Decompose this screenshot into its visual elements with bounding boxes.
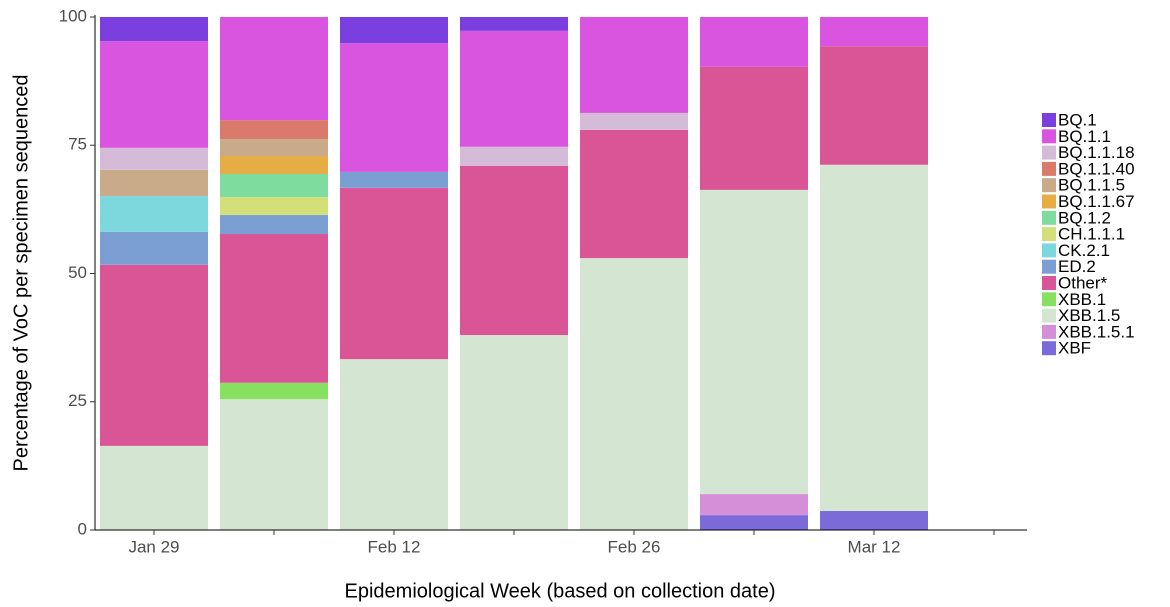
- bar-segment: [100, 169, 208, 197]
- bar-segment: [100, 231, 208, 265]
- y-tick-label: 50: [68, 263, 87, 282]
- legend-swatch: [1042, 145, 1056, 160]
- bar-segment: [220, 17, 328, 121]
- bar-segment: [100, 196, 208, 232]
- legend-label: ED.2: [1058, 257, 1096, 276]
- bar-segment: [700, 494, 808, 516]
- legend-swatch: [1042, 113, 1056, 127]
- x-tick-label: Mar 12: [848, 537, 901, 556]
- bar-segment: [580, 258, 688, 530]
- x-axis-title: Epidemiological Week (based on collectio…: [345, 580, 776, 602]
- legend-label: XBF: [1058, 339, 1091, 358]
- bar-segment: [460, 30, 568, 147]
- bar-segment: [100, 264, 208, 446]
- bar-segment: [340, 43, 448, 172]
- bar-segment: [700, 66, 808, 190]
- bar-segment: [580, 112, 688, 130]
- bar-segment: [460, 165, 568, 336]
- legend-label: Other*: [1058, 273, 1108, 292]
- legend-label: BQ.1.1.40: [1058, 159, 1135, 178]
- legend-swatch: [1042, 292, 1056, 307]
- bar-segment: [220, 197, 328, 216]
- legend-label: XBB.1: [1058, 290, 1106, 309]
- bar-segment: [340, 171, 448, 188]
- x-tick-label: Jan 29: [128, 537, 179, 556]
- legend-label: XBB.1.5: [1058, 306, 1120, 325]
- bar-segment: [220, 139, 328, 157]
- bar-segment: [100, 17, 208, 42]
- bar-segment: [340, 187, 448, 360]
- y-tick-label: 75: [68, 135, 87, 154]
- bar-segment: [820, 511, 928, 530]
- y-tick-label: 100: [59, 6, 87, 25]
- legend-label: BQ.1.1.5: [1058, 176, 1125, 195]
- bar-segment: [220, 382, 328, 400]
- bar-segment: [220, 399, 328, 530]
- legend-label: XBB.1.5.1: [1058, 322, 1135, 341]
- legend-swatch: [1042, 210, 1056, 225]
- bar-segment: [700, 17, 808, 67]
- legend-swatch: [1042, 129, 1056, 144]
- bar-segment: [220, 173, 328, 198]
- bar-segment: [340, 17, 448, 44]
- x-tick-label: Feb 12: [368, 537, 421, 556]
- legend-label: BQ.1.1.67: [1058, 192, 1135, 211]
- bar-segment: [700, 189, 808, 495]
- bar-segment: [580, 129, 688, 259]
- legend-swatch: [1042, 276, 1056, 290]
- bar-segment: [820, 46, 928, 165]
- legend-swatch: [1042, 308, 1056, 323]
- bar-segment: [820, 164, 928, 512]
- legend-swatch: [1042, 341, 1056, 356]
- legend-label: BQ.1.2: [1058, 208, 1111, 227]
- bar-segment: [580, 17, 688, 113]
- legend-swatch: [1042, 324, 1056, 339]
- legend-label: CH.1.1.1: [1058, 225, 1125, 244]
- legend-swatch: [1042, 227, 1056, 242]
- legend-label: CK.2.1: [1058, 241, 1110, 260]
- x-tick-label: Feb 26: [608, 537, 661, 556]
- bar-segment: [340, 359, 448, 530]
- legend-swatch: [1042, 194, 1056, 209]
- bar-segment: [220, 233, 328, 383]
- bar-segment: [220, 215, 328, 234]
- y-tick-label: 0: [78, 519, 87, 538]
- y-axis-title: Percentage of VoC per specimen sequenced: [10, 75, 32, 472]
- legend-label: BQ.1: [1058, 110, 1097, 129]
- bar-segment: [460, 335, 568, 530]
- bar-segment: [100, 445, 208, 530]
- bar-segment: [700, 515, 808, 530]
- legend-swatch: [1042, 178, 1056, 193]
- legend-swatch: [1042, 259, 1056, 274]
- legend-swatch: [1042, 161, 1056, 176]
- legend-swatch: [1042, 243, 1056, 258]
- bar-segment: [220, 120, 328, 140]
- y-tick-label: 25: [68, 391, 87, 410]
- bar-segment: [460, 146, 568, 166]
- bar-segment: [220, 156, 328, 174]
- legend-label: BQ.1.1.18: [1058, 143, 1135, 162]
- legend-label: BQ.1.1: [1058, 127, 1111, 146]
- bar-segment: [460, 17, 568, 31]
- bar-segment: [100, 147, 208, 170]
- bar-segment: [820, 17, 928, 47]
- bar-segment: [100, 41, 208, 148]
